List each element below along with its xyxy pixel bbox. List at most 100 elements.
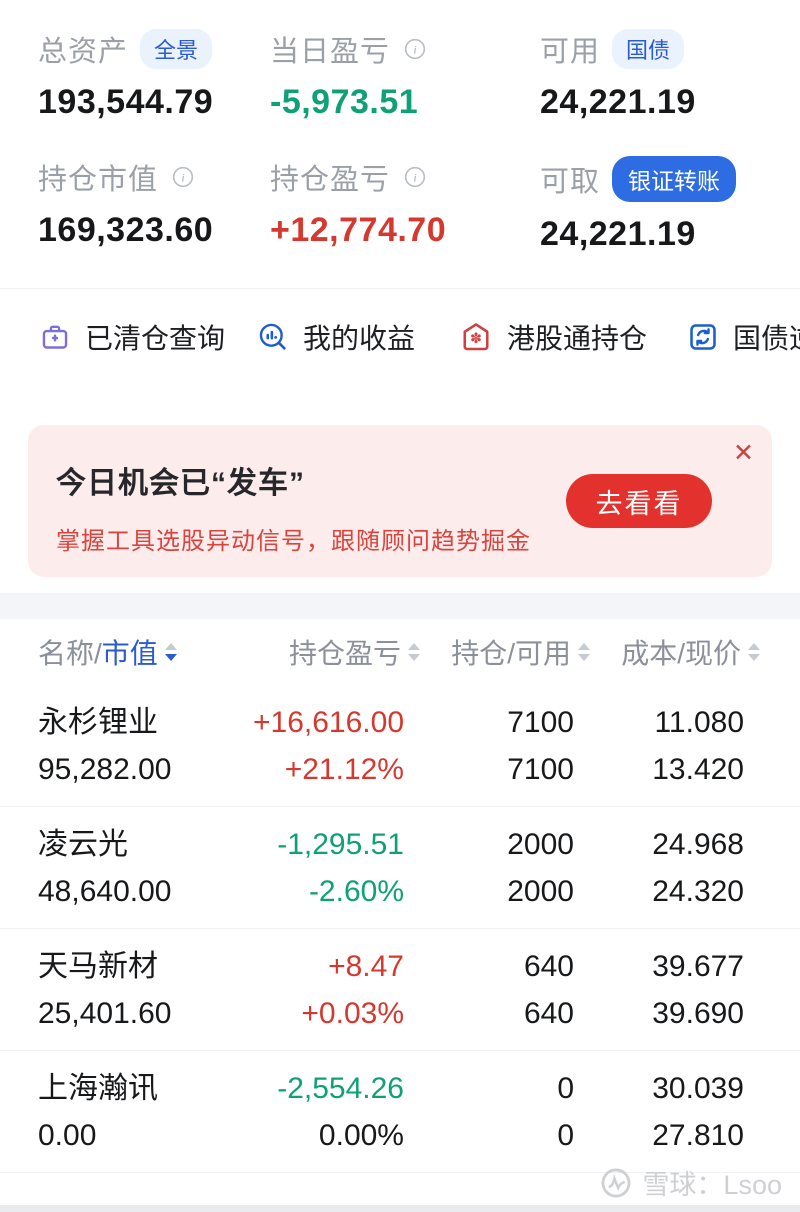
svg-text:i: i <box>413 171 416 185</box>
cost-price: 30.039 <box>652 1072 744 1105</box>
available-funds-card: 可用 国债 24,221.19 <box>540 28 800 122</box>
watermark: 雪球：Lsoo <box>599 1163 782 1202</box>
cleared-positions-label: 已清仓查询 <box>85 323 226 354</box>
watermark-text: 雪球：Lsoo <box>642 1170 782 1200</box>
hk-connect-label: 港股通持仓 <box>507 323 648 354</box>
svg-text:i: i <box>413 43 416 57</box>
my-earnings-item[interactable]: 我的收益 <box>256 289 415 385</box>
xueqiu-logo-icon <box>601 1168 631 1197</box>
header-position-pl-label: 持仓盈亏 <box>288 638 401 669</box>
stock-name: 天马新材 <box>38 950 158 983</box>
stock-name: 上海瀚讯 <box>38 1072 158 1105</box>
cost-price: 24.968 <box>652 828 744 861</box>
header-position-available[interactable]: 持仓/可用 <box>420 632 590 672</box>
available-qty: 0 <box>557 1119 574 1152</box>
stock-name: 凌云光 <box>38 828 128 861</box>
total-assets-value: 193,544.79 <box>38 83 214 121</box>
position-pl-pct: -2.60% <box>308 875 404 908</box>
cleared-positions-item[interactable]: 已清仓查询 <box>38 289 225 385</box>
withdrawable-card: 可取 银证转账 24,221.19 <box>540 156 800 254</box>
current-price: 27.810 <box>652 1119 744 1152</box>
available-qty: 640 <box>523 997 574 1030</box>
position-value-label: 持仓市值 <box>38 164 159 196</box>
info-icon[interactable]: i <box>402 164 428 190</box>
sort-arrows-position <box>578 643 590 661</box>
table-row-shanghai[interactable]: 上海瀚讯 0.00 -2,554.26 0.00% 0 0 30.039 27.… <box>0 1051 800 1173</box>
cost-price: 11.080 <box>654 706 744 739</box>
sort-arrows-cost <box>748 643 760 661</box>
header-position-pl[interactable]: 持仓盈亏 <box>250 632 420 672</box>
table-row-tianma[interactable]: 天马新材 25,401.60 +8.47 +0.03% 640 640 39.6… <box>0 929 800 1051</box>
position-pl-label: 持仓盈亏 <box>270 164 391 196</box>
daily-pl-value: -5,973.51 <box>270 83 419 121</box>
quick-actions-row: 已清仓查询 我的收益 ✽ 港股通持仓 <box>0 289 800 385</box>
stock-market-value: 95,282.00 <box>38 753 172 786</box>
position-pl-pct: +0.03% <box>301 997 404 1030</box>
available-label: 可用 <box>540 36 601 68</box>
account-summary: 总资产 全景 193,544.79 当日盈亏 i -5,973.51 可用 国债… <box>0 0 800 289</box>
withdrawable-value: 24,221.19 <box>540 215 696 253</box>
header-name-prefix: 名称/ <box>38 638 102 669</box>
position-value-card: 持仓市值 i 169,323.60 <box>38 156 270 254</box>
stock-name: 永杉锂业 <box>38 706 158 739</box>
header-marketvalue-sort-label: 市值 <box>101 638 158 669</box>
header-position-available-label: 持仓/可用 <box>451 638 571 669</box>
sort-arrows-marketvalue <box>164 643 177 661</box>
table-row-lingyun[interactable]: 凌云光 48,640.00 -1,295.51 -2.60% 2000 2000… <box>0 807 800 929</box>
position-qty: 7100 <box>507 706 574 739</box>
position-pl-pct: +21.12% <box>284 753 404 786</box>
cost-price: 39.677 <box>652 950 744 983</box>
briefcase-icon <box>42 325 68 349</box>
info-icon[interactable]: i <box>170 164 196 190</box>
position-qty: 0 <box>557 1072 574 1105</box>
treasury-badge[interactable]: 国债 <box>612 29 685 69</box>
table-row-yongshan[interactable]: 永杉锂业 95,282.00 +16,616.00 +21.12% 7100 7… <box>0 685 800 807</box>
position-pl-pct: 0.00% <box>318 1119 404 1152</box>
available-qty: 2000 <box>507 875 574 908</box>
header-cost-price[interactable]: 成本/现价 <box>590 632 760 672</box>
svg-text:i: i <box>181 171 184 185</box>
header-cost-price-label: 成本/现价 <box>621 638 741 669</box>
position-pl: -1,295.51 <box>277 828 404 861</box>
stock-market-value: 0.00 <box>38 1119 97 1152</box>
hk-connect-house-icon: ✽ <box>463 323 489 351</box>
position-pl: +8.47 <box>328 950 404 983</box>
available-qty: 7100 <box>507 753 574 786</box>
available-value: 24,221.19 <box>540 83 696 121</box>
promo-banner: 今日机会已“发车” 掌握工具选股异动信号，跟随顾问趋势掘金 去看看 ✕ <box>28 425 772 577</box>
current-price: 13.420 <box>652 753 744 786</box>
sort-arrows-pl <box>408 643 420 661</box>
position-value-value: 169,323.60 <box>38 211 214 249</box>
total-assets-label: 总资产 <box>38 36 129 68</box>
position-qty: 2000 <box>507 828 574 861</box>
daily-pl-label: 当日盈亏 <box>270 36 391 68</box>
stock-market-value: 48,640.00 <box>38 875 172 908</box>
stock-market-value: 25,401.60 <box>38 997 172 1030</box>
go-see-button[interactable]: 去看看 <box>566 474 712 528</box>
footer: 雪球：Lsoo <box>0 1165 800 1212</box>
my-earnings-label: 我的收益 <box>303 323 416 354</box>
current-price: 39.690 <box>652 997 744 1030</box>
bond-repo-cycle-icon <box>690 324 716 350</box>
earnings-magnifier-icon <box>259 323 286 350</box>
total-assets-card: 总资产 全景 193,544.79 <box>38 28 270 122</box>
daily-pl-card: 当日盈亏 i -5,973.51 <box>270 28 540 122</box>
info-icon[interactable]: i <box>402 36 428 62</box>
bottom-strip <box>0 1205 800 1212</box>
holdings-table-body: 永杉锂业 95,282.00 +16,616.00 +21.12% 7100 7… <box>0 685 800 1173</box>
holdings-table-header: 名称/市值 持仓盈亏 持仓/可用 成本/现价 <box>0 619 800 685</box>
current-price: 24.320 <box>652 875 744 908</box>
close-icon[interactable]: ✕ <box>733 439 754 467</box>
position-pl: -2,554.26 <box>277 1072 404 1105</box>
panorama-badge[interactable]: 全景 <box>140 29 213 69</box>
position-pl-value: +12,774.70 <box>270 211 447 249</box>
bond-repo-item[interactable]: 国债逆回购 <box>686 289 800 385</box>
hk-connect-item[interactable]: ✽ 港股通持仓 <box>458 289 647 385</box>
bank-transfer-button[interactable]: 银证转账 <box>612 156 737 202</box>
position-pl: +16,616.00 <box>253 706 404 739</box>
position-qty: 640 <box>523 950 574 983</box>
position-pl-card: 持仓盈亏 i +12,774.70 <box>270 156 540 254</box>
header-name-marketvalue[interactable]: 名称/市值 <box>38 632 250 672</box>
bond-repo-label: 国债逆回购 <box>733 323 800 354</box>
